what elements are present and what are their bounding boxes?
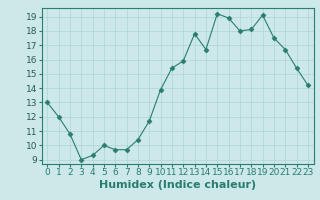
X-axis label: Humidex (Indice chaleur): Humidex (Indice chaleur): [99, 180, 256, 190]
